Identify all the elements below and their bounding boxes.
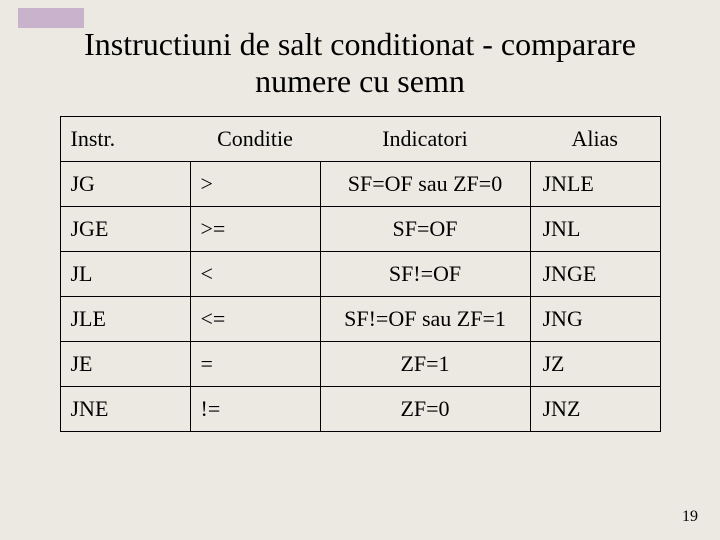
cell-instr: JE xyxy=(60,341,190,386)
col-header-indicatori: Indicatori xyxy=(320,116,530,161)
cell-indicatori: SF=OF sau ZF=0 xyxy=(320,161,530,206)
cell-indicatori: SF!=OF xyxy=(320,251,530,296)
table-row: JLE <= SF!=OF sau ZF=1 JNG xyxy=(60,296,660,341)
cell-conditie: > xyxy=(190,161,320,206)
cell-instr: JG xyxy=(60,161,190,206)
col-header-conditie: Conditie xyxy=(190,116,320,161)
table-header-row: Instr. Conditie Indicatori Alias xyxy=(60,116,660,161)
cell-alias: JZ xyxy=(530,341,660,386)
cell-conditie: >= xyxy=(190,206,320,251)
cell-indicatori: ZF=1 xyxy=(320,341,530,386)
cell-conditie: < xyxy=(190,251,320,296)
page-number: 19 xyxy=(682,508,698,526)
cell-indicatori: SF=OF xyxy=(320,206,530,251)
cell-instr: JL xyxy=(60,251,190,296)
cell-conditie: != xyxy=(190,386,320,431)
cell-conditie: = xyxy=(190,341,320,386)
cell-alias: JNZ xyxy=(530,386,660,431)
cell-instr: JLE xyxy=(60,296,190,341)
cell-alias: JNLE xyxy=(530,161,660,206)
cell-indicatori: ZF=0 xyxy=(320,386,530,431)
table-row: JNE != ZF=0 JNZ xyxy=(60,386,660,431)
slide: Instructiuni de salt conditionat - compa… xyxy=(0,0,720,540)
cell-alias: JNGE xyxy=(530,251,660,296)
cell-conditie: <= xyxy=(190,296,320,341)
col-header-instr: Instr. xyxy=(60,116,190,161)
cell-instr: JNE xyxy=(60,386,190,431)
slide-title: Instructiuni de salt conditionat - compa… xyxy=(48,26,672,100)
col-header-alias: Alias xyxy=(530,116,660,161)
instruction-table: Instr. Conditie Indicatori Alias JG > SF… xyxy=(60,116,661,432)
table-row: JL < SF!=OF JNGE xyxy=(60,251,660,296)
cell-indicatori: SF!=OF sau ZF=1 xyxy=(320,296,530,341)
cell-alias: JNG xyxy=(530,296,660,341)
cell-alias: JNL xyxy=(530,206,660,251)
table-row: JE = ZF=1 JZ xyxy=(60,341,660,386)
table-row: JGE >= SF=OF JNL xyxy=(60,206,660,251)
corner-highlight xyxy=(18,8,84,28)
cell-instr: JGE xyxy=(60,206,190,251)
table-row: JG > SF=OF sau ZF=0 JNLE xyxy=(60,161,660,206)
